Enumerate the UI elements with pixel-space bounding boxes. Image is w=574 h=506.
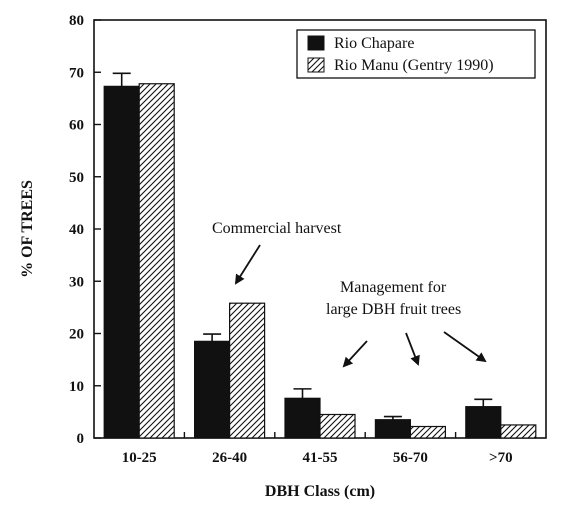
bar-rio-chapare — [284, 397, 321, 439]
annotation-arrow-management-3 — [443, 331, 487, 363]
y-axis: 0 10 20 30 40 50 60 70 80 — [69, 13, 101, 447]
x-tick-label: 26-40 — [212, 450, 247, 466]
x-tick-label: 56-70 — [393, 450, 428, 466]
y-tick-label: 80 — [69, 13, 84, 29]
annotation-arrow-management-1 — [342, 340, 368, 368]
bar-rio-chapare — [465, 406, 502, 439]
y-tick-label: 40 — [69, 222, 84, 238]
bar-rio-manu — [409, 425, 446, 439]
y-tick-label: 10 — [69, 379, 84, 395]
y-tick-label: 30 — [69, 274, 84, 290]
annotation-text-management-line2: large DBH fruit trees — [326, 301, 461, 318]
bar-rio-chapare — [194, 340, 231, 439]
x-tick-label: 10-25 — [122, 450, 157, 466]
annotation-management: Management for large DBH fruit trees — [326, 279, 487, 368]
legend-swatch-rio-chapare — [307, 35, 325, 51]
bars — [103, 72, 537, 439]
y-tick-label: 70 — [69, 65, 84, 81]
x-axis-title: DBH Class (cm) — [265, 483, 375, 500]
y-tick-label: 20 — [69, 327, 84, 343]
bar-rio-manu — [229, 302, 266, 439]
annotation-text-management-line1: Management for — [340, 279, 447, 296]
legend-swatch-rio-manu — [307, 57, 325, 73]
annotation-arrow-commercial-harvest — [234, 244, 261, 285]
y-tick-label: 50 — [69, 170, 84, 186]
legend-label-rio-manu: Rio Manu (Gentry 1990) — [334, 57, 494, 74]
x-tick-label: 41-55 — [303, 450, 338, 466]
bar-rio-manu — [500, 424, 537, 439]
annotation-commercial-harvest: Commercial harvest — [212, 220, 342, 285]
x-tick-label: >70 — [489, 450, 513, 466]
y-axis-title: % OF TREES — [19, 180, 36, 278]
bar-rio-manu — [138, 83, 175, 439]
x-axis: 10-25 26-40 41-55 56-70 >70 — [122, 432, 513, 466]
bar-rio-manu — [319, 413, 356, 439]
legend-label-rio-chapare: Rio Chapare — [334, 35, 414, 52]
legend-box — [296, 29, 536, 79]
y-tick-label: 60 — [69, 118, 84, 134]
y-tick-label: 0 — [77, 431, 85, 447]
bar-rio-chapare — [103, 85, 140, 439]
bar-rio-chapare — [374, 419, 411, 439]
annotation-arrow-management-2 — [405, 332, 420, 366]
legend: Rio Chapare Rio Manu (Gentry 1990) — [296, 29, 536, 79]
annotation-text-commercial-harvest: Commercial harvest — [212, 220, 342, 237]
